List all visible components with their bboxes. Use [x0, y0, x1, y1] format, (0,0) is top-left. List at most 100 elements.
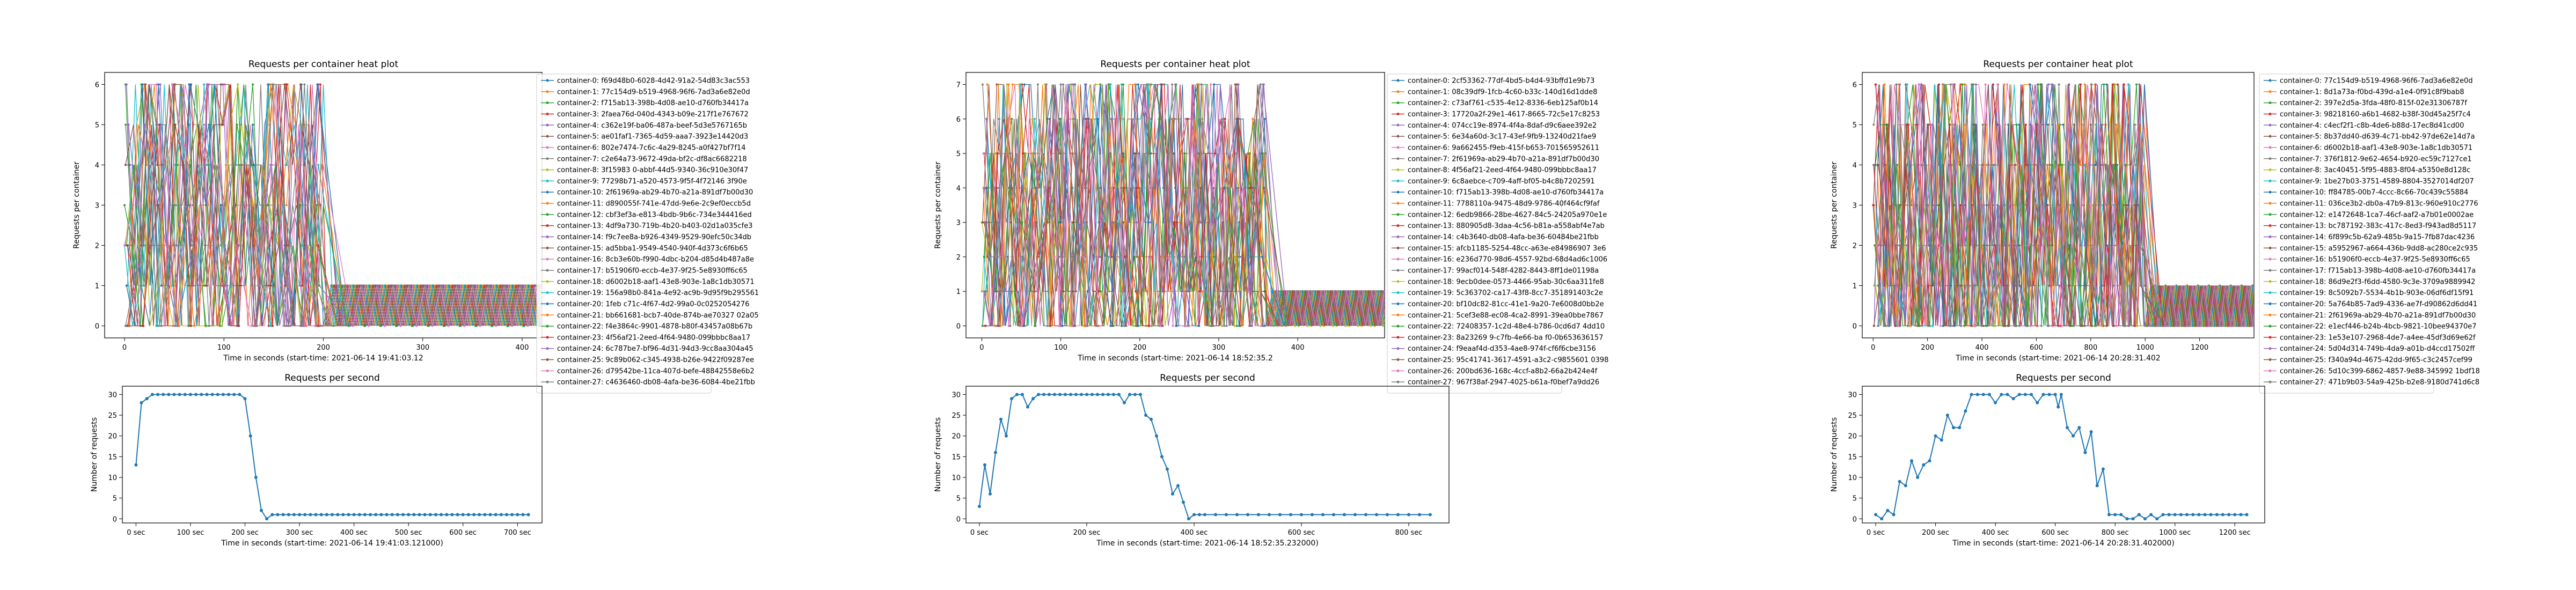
- series-point: [2124, 164, 2127, 166]
- requests-point: [1311, 513, 1314, 517]
- legend-marker: [2268, 157, 2272, 160]
- requests-point: [1952, 426, 1956, 430]
- series-point: [1973, 324, 1976, 327]
- requests-point: [994, 451, 997, 454]
- chart-title: Requests per container heat plot: [248, 59, 399, 70]
- series-point: [1173, 221, 1176, 224]
- series-point: [1110, 221, 1113, 224]
- legend-marker: [2268, 79, 2272, 82]
- series-point: [1960, 284, 1962, 287]
- series-point: [1046, 117, 1049, 120]
- legend-marker: [546, 123, 549, 127]
- series-point: [1133, 117, 1136, 120]
- series-point: [465, 284, 468, 287]
- series-point: [1884, 164, 1886, 166]
- series-point: [1224, 117, 1226, 120]
- requests-point: [434, 513, 437, 517]
- series-point: [1197, 255, 1199, 258]
- requests-point: [488, 513, 492, 517]
- series-point: [2068, 123, 2071, 126]
- requests-point: [1922, 463, 1926, 467]
- series-point: [513, 284, 516, 287]
- requests-point: [2179, 513, 2183, 517]
- series-point: [2029, 83, 2031, 86]
- legend-marker: [1396, 79, 1400, 82]
- series-point: [454, 284, 457, 287]
- requests-point: [1268, 513, 1271, 517]
- series-point: [2040, 244, 2043, 247]
- requests-point: [1150, 417, 1153, 421]
- legend-entry: container-9: 6c8aebce-c709-4aff-bf05-b4c…: [1408, 178, 1595, 186]
- series-point: [1875, 244, 1878, 247]
- series-point: [1083, 255, 1086, 258]
- series-point: [219, 83, 222, 86]
- series-point: [2219, 324, 2222, 327]
- series-point: [401, 284, 404, 287]
- chart-title: Requests per container heat plot: [1983, 59, 2133, 70]
- legend-marker: [546, 213, 549, 216]
- y-tick-label: 5: [1853, 495, 1857, 503]
- series-point: [1147, 83, 1150, 86]
- series-point: [266, 204, 269, 206]
- series-point: [1137, 83, 1139, 86]
- series-point: [1960, 324, 1962, 327]
- series-point: [2058, 123, 2060, 126]
- series-point: [1994, 324, 1996, 327]
- requests-point: [2083, 451, 2087, 454]
- legend-entry: container-27: 471b9b03-54a9-425b-b2e8-91…: [2280, 379, 2479, 387]
- series-point: [383, 324, 386, 327]
- legend-marker: [546, 347, 549, 350]
- series-point: [1961, 83, 1964, 86]
- legend-marker: [1396, 280, 1400, 283]
- series-point: [1173, 152, 1175, 155]
- series-point: [139, 204, 142, 206]
- series-point: [368, 324, 370, 327]
- series-point: [288, 123, 291, 126]
- series-point: [984, 187, 986, 189]
- requests-point: [1321, 513, 1324, 517]
- series-point: [1174, 187, 1176, 189]
- y-tick-label: 30: [1848, 391, 1857, 399]
- requests-point: [428, 513, 432, 517]
- requests-point: [1910, 459, 1913, 463]
- series-point: [2029, 123, 2032, 126]
- series-point: [1906, 83, 1908, 86]
- requests-point: [2053, 393, 2057, 396]
- legend-entry: container-4: c4ecf2f1-c8b-4de6-b88d-17ec…: [2280, 122, 2464, 130]
- series-point: [1188, 221, 1191, 224]
- requests-point: [450, 513, 454, 517]
- legend-entry: container-10: ff84785-00b7-4ccc-8c66-70c…: [2280, 189, 2468, 197]
- series-point: [980, 290, 983, 293]
- series-point: [125, 284, 128, 287]
- requests-point: [2113, 513, 2117, 517]
- series-point: [1940, 324, 1942, 327]
- series-point: [996, 83, 998, 86]
- requests-point: [2041, 393, 2045, 396]
- chart-title: Requests per second: [284, 373, 380, 384]
- series-point: [1234, 83, 1236, 86]
- requests-point: [1112, 393, 1115, 396]
- legend: container-0: 77c154d9-b519-4968-96f6-7ad…: [2259, 73, 2480, 394]
- series-point: [374, 284, 377, 287]
- series-point: [1006, 83, 1008, 86]
- requests-point: [292, 513, 296, 517]
- series-point: [1161, 117, 1163, 120]
- chart-0: 0 100 200 300 400 0 1 2 3 4 5 6 Requests per contain…: [72, 59, 759, 394]
- requests-point: [1058, 393, 1062, 396]
- x-tick-label: 600 sec: [1288, 529, 1315, 537]
- series-point: [1894, 284, 1897, 287]
- requests-point: [357, 513, 361, 517]
- requests-point: [188, 393, 192, 396]
- x-axis-label: Time in seconds (start-time: 2021-06-14 …: [1077, 354, 1273, 363]
- series-point: [1927, 324, 1929, 327]
- legend-marker: [2268, 190, 2272, 194]
- series-point: [2114, 83, 2116, 86]
- y-tick-label: 6: [95, 82, 99, 90]
- y-tick-label: 2: [956, 254, 961, 262]
- series-point: [1120, 324, 1123, 327]
- series-point: [2037, 284, 2040, 287]
- x-tick-label: 300: [1212, 344, 1226, 352]
- series-point: [320, 164, 323, 166]
- requests-point: [254, 476, 258, 479]
- x-tick-label: 200 sec: [1073, 529, 1101, 537]
